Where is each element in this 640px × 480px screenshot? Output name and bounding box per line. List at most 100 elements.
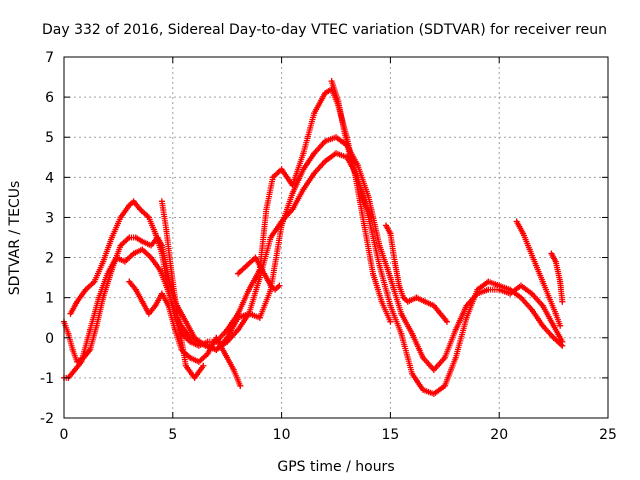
- data-point: [95, 294, 102, 301]
- data-point: [213, 334, 220, 341]
- y-tick-label: -1: [40, 371, 54, 387]
- data-point: [174, 310, 181, 317]
- plot-frame: [63, 56, 609, 419]
- data-point: [65, 330, 72, 337]
- data-point: [387, 230, 394, 237]
- data-point: [139, 246, 146, 253]
- data-point: [376, 242, 383, 249]
- series-track-3: [67, 86, 394, 349]
- data-point: [224, 326, 231, 333]
- data-point: [269, 174, 276, 181]
- data-point: [430, 302, 437, 309]
- data-point: [213, 346, 220, 353]
- data-point: [361, 222, 368, 229]
- data-point: [252, 254, 259, 261]
- data-point: [235, 326, 242, 333]
- data-point: [548, 250, 555, 257]
- data-point: [559, 298, 566, 305]
- data-point: [139, 238, 146, 245]
- y-tick-label: 4: [45, 170, 54, 186]
- data-point: [148, 254, 155, 261]
- data-point: [132, 234, 139, 241]
- data-point: [322, 158, 329, 165]
- data-point: [71, 366, 78, 373]
- data-point: [413, 294, 420, 301]
- data-point: [441, 382, 448, 389]
- data-point: [289, 182, 296, 189]
- data-point: [430, 390, 437, 397]
- series-track-2: [61, 150, 566, 397]
- data-point: [267, 234, 274, 241]
- data-point: [158, 198, 165, 205]
- data-point: [117, 214, 124, 221]
- data-point: [557, 278, 564, 285]
- data-point: [398, 310, 405, 317]
- series-track-5: [158, 198, 207, 381]
- data-point: [452, 326, 459, 333]
- data-point: [322, 90, 329, 97]
- data-point: [117, 242, 124, 249]
- data-point: [387, 318, 394, 325]
- data-point: [195, 358, 202, 365]
- y-tick-label: 0: [45, 331, 54, 347]
- data-point: [513, 218, 520, 225]
- data-point: [485, 286, 492, 293]
- data-point: [335, 98, 342, 105]
- data-point: [376, 262, 383, 269]
- data-point: [404, 298, 411, 305]
- series-markers: [61, 150, 566, 397]
- series-track-7: [328, 78, 374, 221]
- x-tick-label: 15: [381, 427, 399, 443]
- data-point: [378, 298, 385, 305]
- data-point: [152, 230, 159, 237]
- data-point: [485, 278, 492, 285]
- data-point: [289, 206, 296, 213]
- data-point: [130, 250, 137, 257]
- data-point: [507, 286, 514, 293]
- series-track-8: [383, 222, 420, 305]
- data-point: [261, 270, 268, 277]
- data-point: [361, 198, 368, 205]
- data-point: [559, 342, 566, 349]
- data-point: [165, 302, 172, 309]
- y-tick-label: 6: [45, 90, 54, 106]
- data-point: [391, 258, 398, 265]
- data-point: [552, 310, 559, 317]
- data-point: [539, 322, 546, 329]
- data-point: [533, 262, 540, 269]
- data-point: [145, 214, 152, 221]
- data-point: [245, 310, 252, 317]
- data-point: [517, 282, 524, 289]
- data-point: [430, 366, 437, 373]
- series-markers: [548, 250, 566, 305]
- data-point: [195, 342, 202, 349]
- data-point: [100, 258, 107, 265]
- data-point: [156, 266, 163, 273]
- data-point: [398, 330, 405, 337]
- data-point: [341, 130, 348, 137]
- data-point: [158, 250, 165, 257]
- data-point: [132, 286, 139, 293]
- y-tick-label: 5: [45, 130, 54, 146]
- data-point: [452, 354, 459, 361]
- data-point: [222, 350, 229, 357]
- data-point: [130, 198, 137, 205]
- data-point: [78, 358, 85, 365]
- data-point: [108, 234, 115, 241]
- series-track-10: [513, 218, 564, 329]
- data-point: [311, 110, 318, 117]
- data-point: [311, 150, 318, 157]
- data-point: [204, 338, 211, 345]
- data-point: [441, 354, 448, 361]
- data-point: [443, 318, 450, 325]
- data-point: [528, 290, 535, 297]
- data-point: [409, 330, 416, 337]
- x-tick-label: 0: [60, 427, 69, 443]
- data-point: [145, 310, 152, 317]
- data-point: [235, 270, 242, 277]
- data-point: [311, 170, 318, 177]
- data-point: [87, 326, 94, 333]
- data-point: [139, 298, 146, 305]
- data-point: [528, 306, 535, 313]
- data-point: [200, 362, 207, 369]
